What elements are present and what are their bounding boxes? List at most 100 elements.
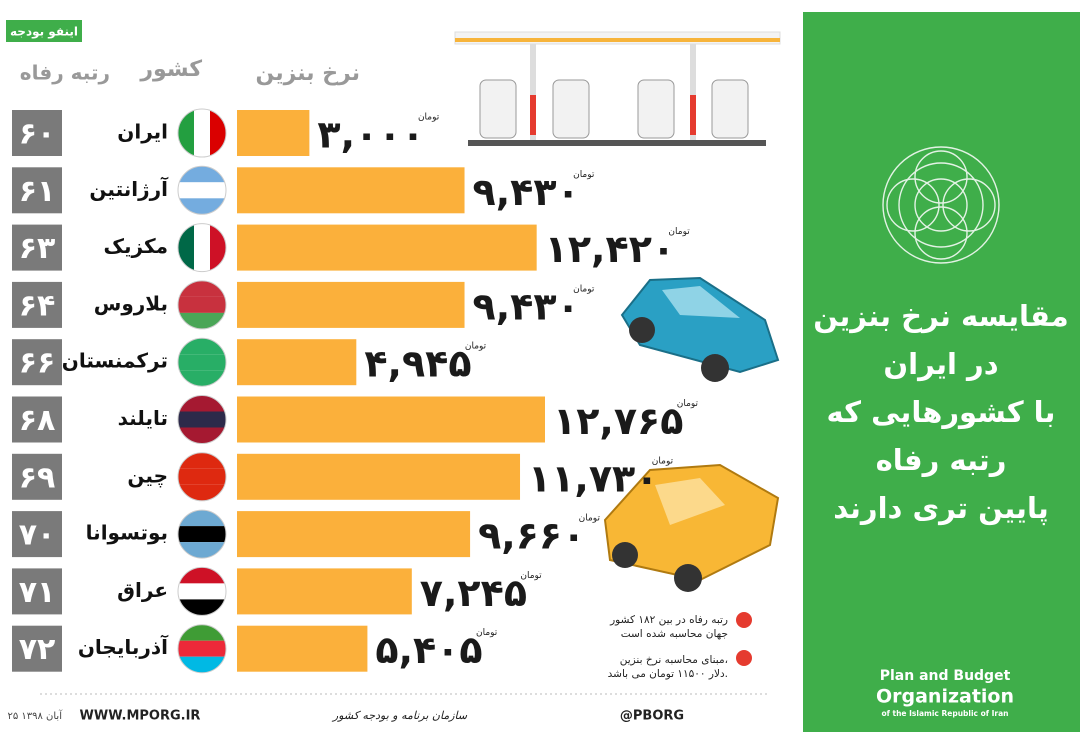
flag-stripe: [210, 223, 226, 272]
flag-border: [177, 223, 227, 273]
rank-box: [12, 110, 62, 156]
rank-header: رتبه رفاه: [20, 61, 110, 85]
value-label: ۵,۴۰۵: [375, 628, 482, 672]
rank: ۷۰: [19, 518, 56, 553]
flag: [178, 223, 226, 272]
flag-stripe: [178, 354, 226, 371]
rank-box: [12, 167, 62, 214]
bar: [237, 224, 537, 271]
title-line: رتبه رفاه: [876, 443, 1007, 477]
country: مکزیک: [104, 234, 168, 258]
flag: [178, 109, 226, 157]
flag-stripe: [178, 640, 226, 657]
title-line: مقایسه نرخ بنزین: [813, 299, 1068, 333]
unit: تومان: [418, 113, 440, 123]
flag: [178, 452, 226, 501]
unit: تومان: [652, 456, 674, 466]
unit: تومان: [668, 227, 690, 237]
value-label: ۷,۲۴۵: [420, 571, 527, 615]
rank-box: [12, 625, 62, 672]
flag-stripe: [178, 624, 226, 641]
rank: ۷۲: [19, 632, 56, 667]
flag-border: [177, 566, 227, 616]
rank-box: [12, 568, 62, 615]
rank: ۷۱: [19, 575, 56, 610]
rank: ۶۰: [19, 117, 56, 152]
social: @PBORG: [620, 709, 684, 724]
value-label: ۹,۴۳۰: [473, 170, 580, 214]
rank: ۶۶: [19, 346, 56, 381]
flag: [178, 166, 226, 215]
price-header: نرخ بنزین: [256, 61, 360, 86]
rank-box: [12, 396, 62, 443]
country: بوتسوانا: [86, 521, 168, 545]
flag-stripe: [178, 338, 226, 355]
bar: [237, 339, 357, 386]
title-line: در ایران: [883, 347, 998, 381]
value-label: ۳,۰۰۰: [317, 113, 424, 157]
date: ۲۵ آبان ۱۳۹۸: [7, 709, 63, 722]
flag-border: [177, 165, 227, 215]
rank-box: [12, 453, 62, 500]
note: دلار ۱۱۵۰۰ تومان می باشد.: [608, 668, 728, 680]
flag-stripe: [178, 599, 226, 616]
flag: [178, 280, 226, 329]
org-line: Organization: [876, 686, 1014, 708]
flag-stripe: [178, 510, 226, 527]
flag-stripe: [194, 223, 210, 272]
flag-stripe: [178, 198, 226, 215]
flag-stripe: [178, 656, 226, 673]
unit: تومان: [465, 342, 487, 352]
value-label: ۱۲,۷۶۵: [553, 399, 683, 443]
flag-stripe: [210, 109, 226, 157]
org-signature: سازمان برنامه و بودجه کشور: [331, 709, 468, 722]
value-label: ۱۱,۷۳۰: [528, 456, 658, 500]
country: ایران: [117, 120, 168, 144]
flag-stripe: [178, 182, 226, 199]
note: رتبه رفاه در بین ۱۸۲ کشور: [609, 614, 728, 626]
note: جهان محاسبه شده است: [621, 628, 728, 640]
flag-stripe: [178, 452, 226, 469]
value-label: ۹,۴۳۰: [473, 284, 580, 328]
bar: [237, 511, 471, 558]
unit: تومان: [520, 571, 542, 581]
unit: تومان: [677, 399, 699, 409]
rank: ۶۴: [19, 288, 56, 323]
flag: [178, 395, 226, 444]
bar: [237, 568, 412, 615]
flag-stripe: [178, 468, 226, 485]
title-line: پایین تری دارند: [833, 491, 1048, 526]
country-header: کشور: [139, 57, 202, 82]
country: چین: [127, 463, 168, 488]
flag: [178, 624, 226, 673]
rank-box: [12, 511, 62, 558]
rank: ۶۹: [19, 460, 56, 495]
top-strip: [0, 0, 1080, 12]
flag-stripe: [178, 526, 226, 543]
flag-border: [177, 509, 227, 559]
value-label: ۱۲,۴۲۰: [545, 227, 675, 271]
flag-border: [177, 452, 227, 502]
unit: تومان: [573, 284, 595, 294]
yellow-car: [603, 463, 780, 592]
note: مبنای محاسبه نرخ بنزین،: [620, 654, 728, 666]
flag: [178, 338, 226, 387]
flag-stripe: [178, 166, 226, 183]
rank: ۶۸: [19, 403, 56, 438]
country: آذربایجان: [78, 634, 169, 659]
gas-station: [454, 31, 781, 146]
org-line: of the Islamic Republic of Iran: [881, 709, 1008, 718]
country: ترکمنستان: [62, 349, 168, 373]
flag: [178, 510, 226, 559]
logo-box: [6, 20, 82, 42]
flag-stripe: [178, 484, 226, 501]
flag-stripe: [178, 370, 226, 387]
rank-box: [12, 224, 62, 271]
unit: تومان: [573, 170, 595, 180]
value-label: ۴,۹۴۵: [364, 342, 471, 386]
flag: [178, 567, 226, 616]
logo: اینفو بودجه: [10, 25, 78, 40]
blue-car: [620, 276, 780, 382]
flag-stripe: [194, 109, 210, 157]
